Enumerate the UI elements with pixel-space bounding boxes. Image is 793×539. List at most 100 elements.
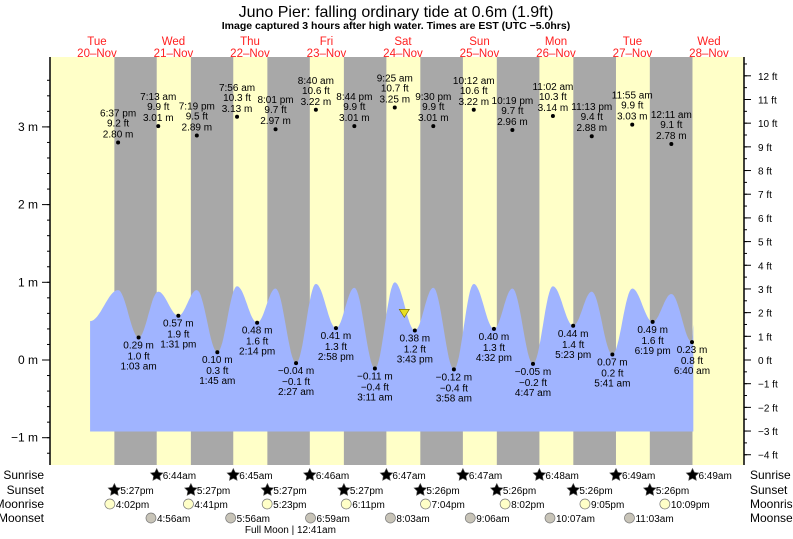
sunrise-row-label-left: Sunrise	[3, 468, 44, 482]
tide-time: 1:03 am	[121, 361, 157, 372]
low-tide-point: −0.04 m−0.1 ft2:27 am	[278, 361, 314, 398]
tide-ft: 9.7 ft	[264, 105, 286, 116]
tide-dot	[630, 122, 635, 127]
sunset-time: 5:26pm	[426, 486, 459, 497]
tide-ft: 10.3 ft	[223, 93, 251, 104]
low-tide-point: 0.38 m1.2 ft3:43 pm	[397, 328, 433, 365]
chart-subtitle: Image captured 3 hours after high water.…	[222, 20, 570, 32]
tide-time: 3:43 pm	[397, 354, 433, 365]
sun-moon-rows: Sunrise Sunrise 6:44am 6:45am 6:46am 6:47am 6:…	[0, 467, 793, 536]
moonrise-time: 4:02pm	[116, 500, 149, 511]
sunset-row-label-right: Sunset	[750, 483, 788, 497]
tide-time: 4:32 pm	[476, 353, 512, 364]
moonrise-time: 7:04pm	[432, 500, 465, 511]
tide-m: 0.44 m	[558, 329, 589, 340]
sunrise-star-icon	[685, 467, 700, 481]
moonset-moon-icon	[225, 512, 237, 524]
low-tide-point: 0.41 m1.3 ft2:58 pm	[318, 326, 354, 363]
moonset-row-label-right: Moonset	[750, 511, 793, 525]
high-tide-point: 8:44 pm9.9 ft3.01 m	[336, 92, 372, 129]
right-tick-label: 5 ft	[758, 238, 772, 249]
sunrise-time: 6:47am	[469, 471, 502, 482]
sunset-time: 5:27pm	[273, 486, 306, 497]
moonset-time: 6:59am	[317, 514, 350, 525]
tide-m: 2.89 m	[182, 122, 213, 133]
tide-m: 0.48 m	[242, 326, 273, 337]
right-tick-label: 0 ft	[758, 356, 772, 367]
sunset-row-label-left: Sunset	[7, 483, 45, 497]
tide-ft: 9.9 ft	[422, 102, 444, 113]
tide-ft: 9.9 ft	[147, 102, 169, 113]
tide-ft: 10.7 ft	[381, 83, 409, 94]
tide-area	[90, 282, 694, 432]
low-tide-point: 0.57 m1.9 ft1:31 pm	[160, 313, 196, 351]
right-tick-label: 1 ft	[758, 332, 772, 343]
tide-ft: 10.6 ft	[460, 86, 488, 97]
moonrise-moon-icon	[659, 498, 671, 510]
tide-dot	[510, 128, 515, 133]
right-tick-label: −1 ft	[758, 380, 778, 391]
moonset-time: 11:03am	[635, 514, 673, 525]
moonset-time: 4:56am	[157, 514, 190, 525]
low-tide-point: 0.49 m1.6 ft6:19 pm	[635, 319, 671, 357]
moonset-moon-icon	[624, 512, 635, 524]
day-label-dow: Thu	[240, 36, 260, 48]
left-tick-label: 1 m	[18, 275, 38, 289]
moonrise-time: 9:05pm	[591, 500, 624, 511]
tide-ft: 9.5 ft	[186, 111, 208, 122]
low-tide-point: −0.11 m−0.4 ft3:11 am	[357, 366, 393, 404]
high-tide-point: 10:19 pm9.7 ft2.96 m	[492, 96, 533, 133]
day-label-dow: Mon	[545, 36, 567, 48]
left-tick-label: 3 m	[18, 120, 38, 134]
tide-ft: 9.4 ft	[581, 112, 603, 123]
sunset-star-icon	[489, 482, 504, 496]
day-label-dow: Tue	[87, 36, 106, 48]
tide-m: 3.01 m	[339, 113, 370, 124]
tide-dot	[412, 328, 417, 333]
moonrise-time: 10:09pm	[671, 500, 710, 511]
tide-ft: 9.7 ft	[501, 106, 523, 117]
moonrise-moon-icon	[420, 498, 431, 510]
sunrise-time: 6:44am	[163, 471, 196, 482]
right-tick-label: 3 ft	[758, 285, 772, 296]
tide-m: 2.96 m	[497, 117, 528, 128]
tide-dot	[136, 335, 141, 340]
right-tick-label: 11 ft	[758, 95, 777, 106]
high-tide-point: 9:30 pm9.9 ft3.01 m	[415, 92, 451, 129]
tide-time: 3:58 am	[436, 393, 472, 404]
tide-ft: 9.9 ft	[621, 101, 643, 112]
tide-ft: 10.3 ft	[539, 92, 567, 103]
tide-dot	[550, 114, 555, 119]
tide-time: 2:27 am	[278, 387, 314, 398]
day-label-dow: Wed	[162, 36, 185, 48]
tide-dot	[294, 361, 299, 366]
tide-m: −0.04 m	[278, 366, 314, 377]
moonset-moon-icon	[305, 512, 316, 524]
tide-dot	[392, 105, 397, 110]
tide-ft: 0.2 ft	[601, 369, 623, 380]
chart-title: Juno Pier: falling ordinary tide at 0.6m…	[239, 4, 554, 21]
sunrise-time: 6:45am	[239, 471, 272, 482]
tide-ft: 9.2 ft	[107, 118, 129, 129]
tide-m: 2.78 m	[656, 131, 687, 142]
low-tide-point: −0.05 m−0.2 ft4:47 am	[515, 361, 551, 399]
tide-dot	[352, 124, 357, 129]
tide-time: 4:47 am	[515, 388, 551, 399]
tide-m: 3.13 m	[222, 104, 253, 115]
moonset-moon-icon	[464, 512, 476, 524]
tide-dot	[451, 367, 456, 372]
sunset-time: 5:27pm	[197, 486, 230, 497]
left-tick-label: 2 m	[18, 198, 38, 212]
tide-time: 11:55 am	[612, 91, 653, 102]
tide-time: 2:14 pm	[239, 347, 275, 358]
tide-ft: 9.9 ft	[343, 102, 365, 113]
day-label-dow: Sun	[469, 36, 489, 48]
high-tide-point: 12:11 am9.1 ft2.78 m	[651, 110, 692, 146]
tide-m: 0.29 m	[123, 340, 154, 351]
tide-time: 7:13 am	[140, 92, 176, 103]
tide-dot	[491, 326, 496, 331]
tide-m: 0.38 m	[400, 333, 431, 344]
tide-ft: 1.3 ft	[483, 343, 505, 354]
moonrise-moon-icon	[499, 498, 511, 510]
